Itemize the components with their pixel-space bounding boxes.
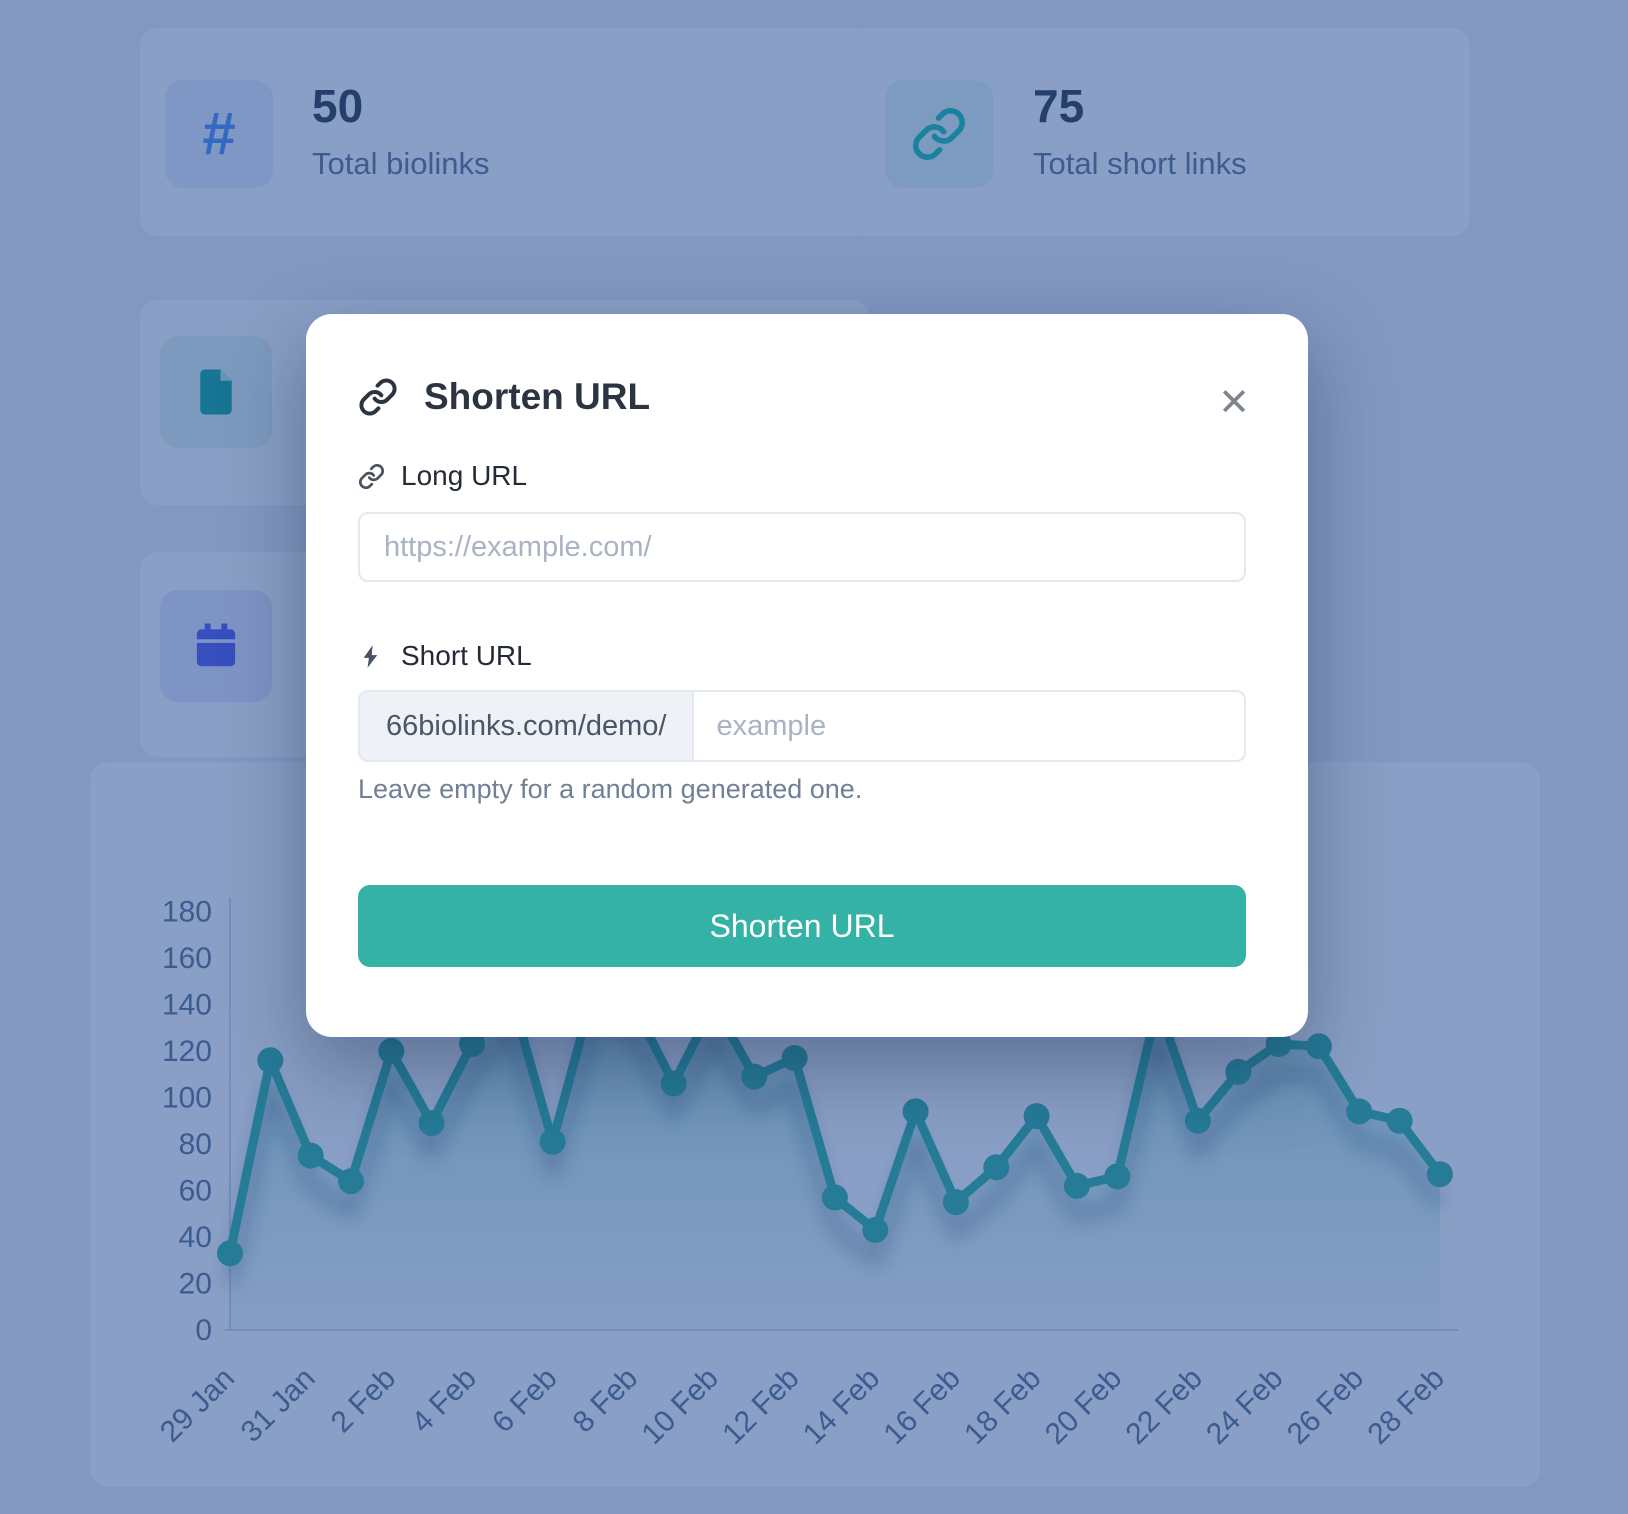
long-url-label-row: Long URL — [358, 460, 527, 492]
modal-title: Shorten URL — [424, 376, 651, 417]
link-icon — [358, 463, 385, 490]
long-url-label: Long URL — [401, 460, 528, 491]
close-icon[interactable]: ✕ — [1214, 380, 1254, 426]
short-url-help-text: Leave empty for a random generated one. — [358, 774, 863, 804]
short-url-input[interactable] — [694, 692, 1244, 760]
bolt-icon — [358, 643, 385, 670]
shorten-url-modal: Shorten URL ✕ Long URL Short URL 66bioli… — [306, 314, 1308, 1037]
short-url-input-group: 66biolinks.com/demo/ — [358, 690, 1246, 762]
modal-header: Shorten URL — [358, 376, 650, 418]
link-icon — [358, 377, 398, 417]
long-url-input[interactable] — [358, 512, 1246, 582]
short-url-label: Short URL — [401, 640, 532, 671]
shorten-url-button[interactable]: Shorten URL — [358, 885, 1246, 967]
short-url-label-row: Short URL — [358, 640, 532, 672]
short-url-prefix: 66biolinks.com/demo/ — [360, 692, 695, 760]
